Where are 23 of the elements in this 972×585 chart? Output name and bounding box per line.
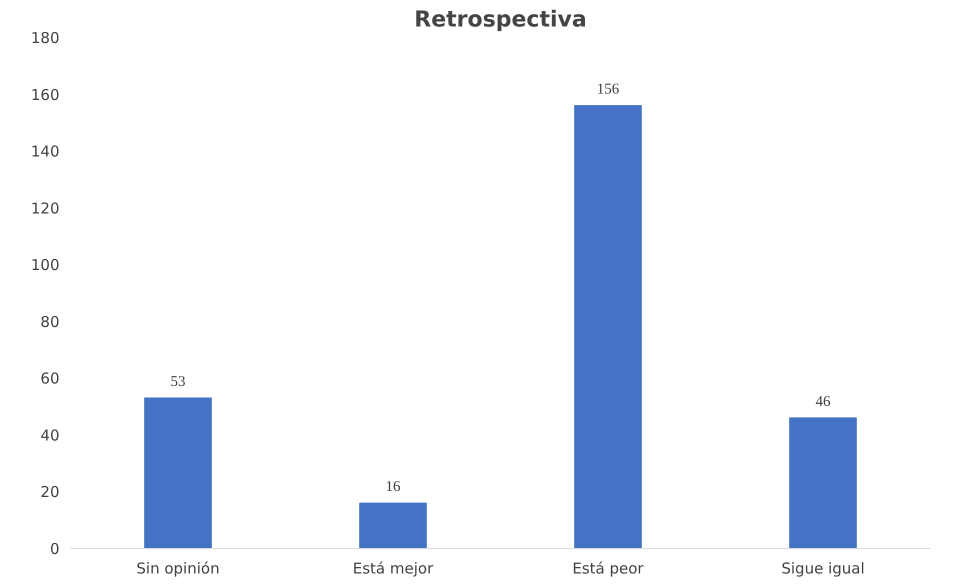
data-label: 46 <box>816 394 831 410</box>
bar <box>144 398 212 548</box>
data-label: 53 <box>170 374 186 390</box>
y-tick-label: 80 <box>40 312 60 331</box>
y-tick-label: 120 <box>30 199 60 218</box>
y-tick-label: 180 <box>30 29 60 47</box>
x-tick-label: Sin opinión <box>136 560 220 578</box>
x-tick-label: Está peor <box>572 560 644 578</box>
data-label: 156 <box>596 82 620 98</box>
y-tick-label: 140 <box>30 142 60 161</box>
y-tick-label: 160 <box>30 86 60 104</box>
bar <box>789 417 857 548</box>
x-tick-label: Sigue igual <box>781 560 865 578</box>
data-label: 16 <box>386 479 401 496</box>
x-tick-label: Está mejor <box>352 560 434 578</box>
y-tick-label: 20 <box>40 483 60 502</box>
chart-title: Retrospectiva <box>414 8 587 32</box>
y-tick-label: 100 <box>30 256 60 274</box>
y-tick-label: 0 <box>50 540 60 558</box>
y-tick-label: 60 <box>40 370 60 388</box>
bar <box>359 502 427 548</box>
bar <box>574 105 642 548</box>
y-tick-label: 40 <box>40 426 60 444</box>
